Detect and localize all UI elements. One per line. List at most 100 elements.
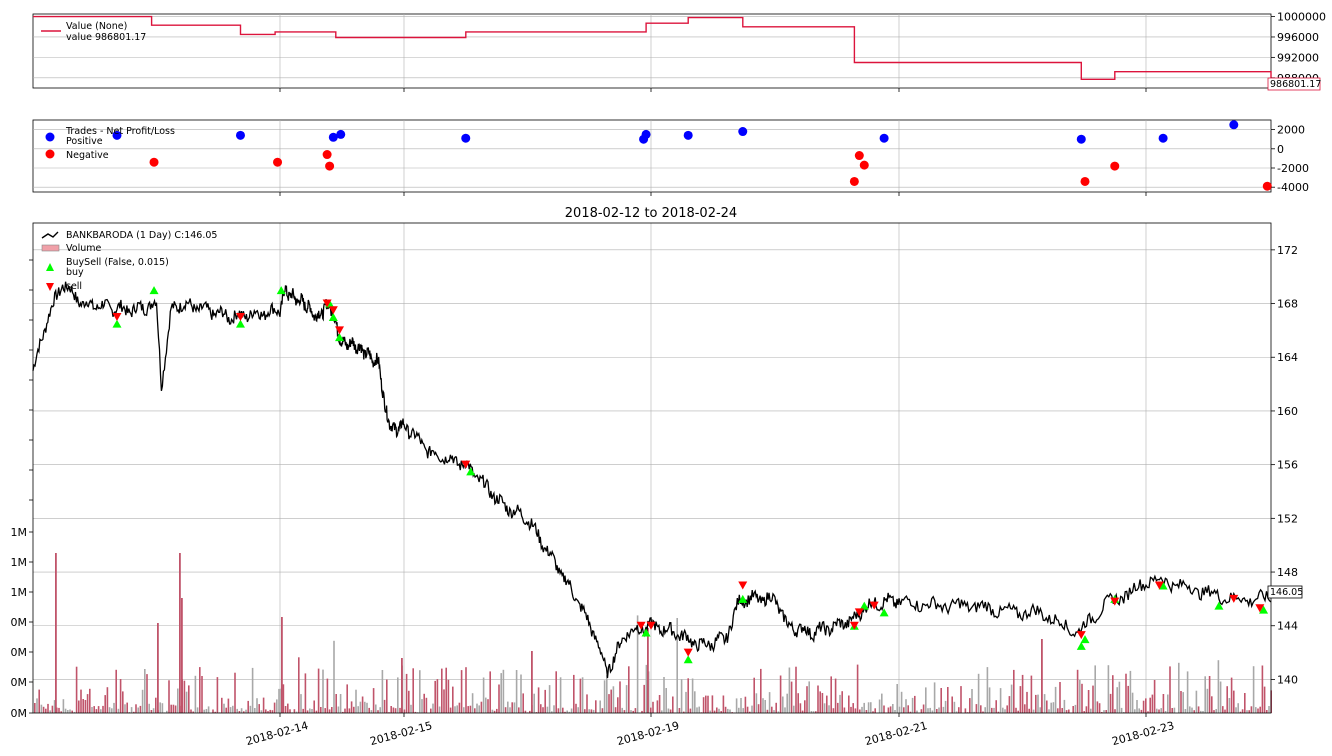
volume-bar xyxy=(1164,711,1167,713)
volume-bar xyxy=(91,707,93,713)
volume-bar xyxy=(601,708,604,713)
volume-bar xyxy=(922,704,925,713)
volume-bar xyxy=(537,687,540,713)
buy-marker xyxy=(328,312,338,321)
volume-bar xyxy=(511,702,513,713)
volume-bar xyxy=(333,640,335,713)
volume-bar xyxy=(797,693,799,713)
volume-bar xyxy=(69,709,71,713)
volume-bar xyxy=(366,702,368,713)
volume-bar xyxy=(447,679,450,713)
volume-bar xyxy=(223,703,225,713)
price-legend-sell: sell xyxy=(66,281,82,292)
volume-bar xyxy=(342,711,344,713)
volume-bar xyxy=(201,676,203,713)
volume-bar xyxy=(749,711,751,713)
volume-bar xyxy=(1107,665,1110,713)
volume-bar xyxy=(1054,686,1057,713)
volume-bar xyxy=(878,699,881,713)
volume-bar xyxy=(643,684,645,713)
volume-bar xyxy=(542,707,544,713)
volume-bar xyxy=(51,705,54,713)
volume-bar xyxy=(282,684,285,713)
volume-bar xyxy=(216,677,219,713)
volume-bar xyxy=(766,709,769,713)
value-y-tick-label: 1000000 xyxy=(1277,11,1326,24)
volume-bar xyxy=(478,705,480,713)
volume-bar xyxy=(170,704,172,713)
volume-bar xyxy=(67,710,69,713)
volume-bar xyxy=(1006,705,1008,713)
price-last-tag: 146.05 xyxy=(1267,585,1303,599)
volume-bar xyxy=(434,680,436,713)
volume-bar xyxy=(845,711,848,713)
volume-bar xyxy=(513,702,516,713)
volume-bar xyxy=(287,703,289,713)
volume-bar xyxy=(1257,708,1259,713)
volume-bar xyxy=(313,700,315,713)
volume-bar xyxy=(771,706,773,713)
volume-bar xyxy=(430,708,432,713)
volume-bar xyxy=(119,679,122,713)
volume-bar xyxy=(817,685,819,713)
buy-marker xyxy=(879,608,889,617)
volume-bar xyxy=(617,697,619,713)
volume-bar xyxy=(399,707,401,713)
volume-bar xyxy=(1125,673,1127,713)
volume-bar xyxy=(575,703,577,713)
price-legend-buy: buy xyxy=(66,267,84,278)
volume-bar xyxy=(905,699,907,713)
volume-bar xyxy=(1147,711,1149,713)
volume-bar xyxy=(1244,693,1246,713)
volume-bar xyxy=(104,695,106,713)
volume-bar xyxy=(1217,660,1220,713)
volume-bar xyxy=(603,680,606,713)
volume-bar xyxy=(986,667,989,713)
volume-bar xyxy=(687,678,689,713)
volume-bar xyxy=(709,710,711,713)
volume-bar xyxy=(471,693,474,713)
price-legend: BANKBARODA (1 Day) C:146.05 Volume BuySe… xyxy=(41,230,217,292)
volume-bar xyxy=(1039,707,1041,713)
volume-bar xyxy=(419,670,421,713)
volume-bar xyxy=(823,703,826,713)
volume-bar xyxy=(172,704,175,713)
volume-bar xyxy=(249,705,252,713)
volume-bar xyxy=(900,691,903,713)
volume-bar xyxy=(786,693,788,713)
volume-bar xyxy=(568,711,571,713)
volume-bar xyxy=(518,707,520,713)
volume-bar xyxy=(863,702,865,713)
volume-bar xyxy=(865,710,868,713)
volume-bar xyxy=(975,704,978,713)
price-legend-symbol: BANKBARODA (1 Day) C:146.05 xyxy=(66,230,217,241)
volume-bar xyxy=(1145,698,1147,713)
trade-positive-point xyxy=(879,133,889,143)
volume-bar xyxy=(656,700,659,713)
volume-bar xyxy=(927,708,929,713)
volume-bar xyxy=(702,697,705,713)
buy-marker xyxy=(683,655,693,664)
volume-bar xyxy=(775,702,777,713)
volume-bar xyxy=(375,704,377,713)
sell-marker xyxy=(1110,597,1120,606)
volume-bar xyxy=(324,708,326,713)
volume-bar xyxy=(610,689,612,713)
trades-legend-positive: Positive xyxy=(66,136,103,147)
volume-bar xyxy=(126,702,128,713)
volume-bar xyxy=(377,710,379,713)
volume-bar xyxy=(1248,710,1250,713)
volume-bar xyxy=(533,693,535,713)
value-legend: Value (None) value 986801.17 xyxy=(41,21,146,43)
volume-bar xyxy=(683,711,685,713)
volume-bar xyxy=(493,710,496,713)
volume-bar xyxy=(1222,706,1224,713)
sell-marker xyxy=(869,601,879,610)
trades-legend-title: Trades - Net Profit/Loss xyxy=(65,126,175,137)
volume-bar xyxy=(166,710,168,713)
volume-bar xyxy=(696,707,698,713)
volume-bar xyxy=(251,667,254,713)
value-panel-frame xyxy=(32,13,1272,89)
volume-bar xyxy=(911,697,914,713)
volume-bar xyxy=(716,707,718,713)
